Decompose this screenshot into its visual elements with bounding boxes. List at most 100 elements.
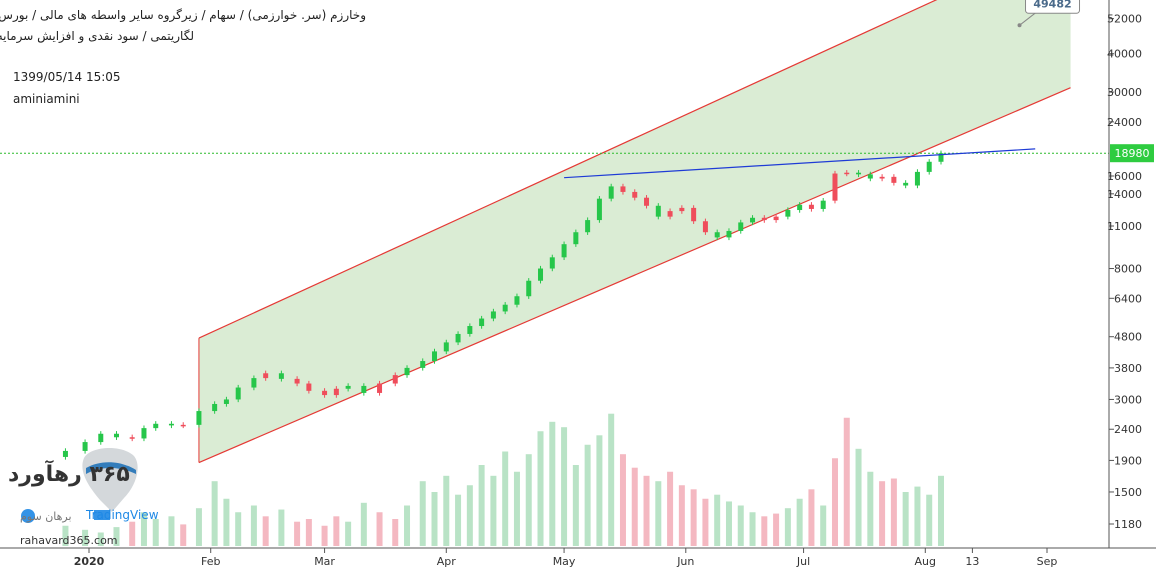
candle-body[interactable] (168, 423, 174, 426)
candle-body[interactable] (196, 411, 202, 425)
candle-body[interactable] (573, 232, 579, 245)
candle-body[interactable] (180, 424, 186, 427)
candle-body[interactable] (726, 230, 732, 238)
channel-lower-line[interactable] (198, 87, 1071, 464)
candle-body[interactable] (404, 367, 410, 376)
volume-bar (211, 481, 218, 546)
channel-upper-line[interactable] (198, 0, 1071, 339)
candle-body[interactable] (585, 220, 591, 233)
candle-body[interactable] (322, 390, 328, 396)
candle-body[interactable] (856, 172, 862, 175)
volume-bar (572, 465, 579, 546)
candle-body[interactable] (333, 388, 339, 396)
volume-bar (140, 512, 147, 546)
candle-body[interactable] (251, 378, 257, 388)
candle-body[interactable] (278, 373, 284, 379)
volume-bar (561, 427, 568, 546)
candle-body[interactable] (129, 437, 135, 439)
candle-body[interactable] (938, 153, 944, 162)
candle-body[interactable] (655, 205, 661, 217)
candle-body[interactable] (62, 450, 68, 457)
candle-body[interactable] (785, 210, 791, 217)
candle-body[interactable] (750, 217, 756, 223)
resistance-trend-line[interactable] (564, 148, 1036, 179)
candle-body[interactable] (691, 207, 697, 222)
volume-bar (820, 505, 827, 546)
volume-bar (655, 481, 662, 546)
candle-body[interactable] (702, 221, 708, 233)
candle-body[interactable] (377, 383, 383, 393)
price-axis[interactable]: 6800052000400003000024000160001400011000… (1107, 0, 1142, 531)
candle-body[interactable] (561, 244, 567, 258)
candle-body[interactable] (914, 171, 920, 186)
candle-body[interactable] (808, 204, 814, 209)
price-tick-label: 4800 (1114, 331, 1142, 344)
candle-body[interactable] (455, 333, 461, 343)
candle-body[interactable] (361, 385, 367, 393)
candle-body[interactable] (903, 182, 909, 186)
author-name: aminiamini (13, 92, 80, 106)
candle-body[interactable] (761, 217, 767, 221)
candle-body[interactable] (514, 296, 520, 305)
candle-body[interactable] (596, 198, 602, 221)
candle-body[interactable] (294, 378, 300, 384)
candle-body[interactable] (235, 387, 241, 400)
candle-body[interactable] (443, 342, 449, 352)
time-tick-label: 2020 (74, 555, 105, 568)
candle-body[interactable] (844, 172, 850, 175)
candle-body[interactable] (223, 399, 229, 404)
target-label-box[interactable] (1025, 0, 1081, 14)
candle-body[interactable] (620, 186, 626, 192)
candle-body[interactable] (867, 174, 873, 179)
candle-body[interactable] (306, 383, 312, 391)
candle-body[interactable] (549, 257, 555, 269)
candle-body[interactable] (679, 207, 685, 212)
candle-body[interactable] (345, 385, 351, 389)
volume-bar (305, 519, 312, 546)
candle-body[interactable] (467, 326, 473, 334)
last-price-label: 18980 (1115, 147, 1150, 160)
candle-body[interactable] (879, 176, 885, 179)
candle-body[interactable] (212, 403, 218, 412)
candle-body[interactable] (113, 433, 119, 438)
candle-body[interactable] (538, 268, 544, 281)
candle-body[interactable] (432, 351, 438, 362)
volume-bar (502, 451, 509, 546)
candle-body[interactable] (490, 311, 496, 319)
logo-stripe-icon (86, 462, 136, 474)
candle-body[interactable] (632, 191, 638, 198)
volume-bar (525, 454, 532, 546)
volume-bar (431, 492, 438, 546)
volume-bar (808, 489, 815, 546)
candle-body[interactable] (526, 280, 532, 297)
candle-body[interactable] (797, 204, 803, 211)
volume-bar (360, 502, 367, 546)
volume-bar (195, 508, 202, 546)
candle-body[interactable] (644, 197, 650, 206)
candle-body[interactable] (479, 318, 485, 327)
volume-bar (443, 475, 450, 546)
candle-body[interactable] (608, 186, 614, 199)
price-tick-label: 30000 (1107, 86, 1142, 99)
candle-body[interactable] (926, 161, 932, 172)
candle-body[interactable] (153, 423, 159, 429)
candle-body[interactable] (891, 176, 897, 183)
candle-body[interactable] (263, 373, 269, 379)
candle-body[interactable] (392, 375, 398, 384)
time-axis[interactable]: 2020 Feb Mar Apr May Jun Jul Aug 13 Sep (74, 548, 1058, 568)
candle-body[interactable] (714, 232, 720, 238)
candle-body[interactable] (820, 200, 826, 209)
last-price-tag (1110, 144, 1154, 163)
candle-body[interactable] (502, 304, 508, 312)
candle-body[interactable] (832, 173, 838, 201)
candle-body[interactable] (773, 216, 779, 221)
candle-body[interactable] (98, 433, 104, 443)
candle-body[interactable] (738, 222, 744, 231)
candle-body[interactable] (141, 428, 147, 439)
volume-bar (725, 501, 732, 546)
candle-body[interactable] (82, 442, 88, 451)
volume-bar (294, 521, 301, 546)
candle-body[interactable] (420, 361, 426, 368)
candle-body[interactable] (667, 211, 673, 217)
